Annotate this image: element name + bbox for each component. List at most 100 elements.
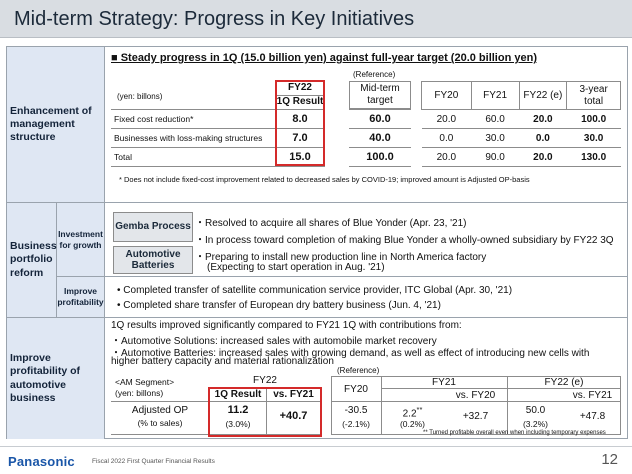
cell-value: 100.0 bbox=[566, 109, 621, 129]
auto-line: ・Preparing to install new production lin… bbox=[195, 252, 487, 263]
cell-value: 20.0 bbox=[421, 109, 472, 129]
footnote: ** Turned profitable overall even when i… bbox=[423, 430, 606, 436]
gemba-line: ・Resolved to acquire all shares of Blue … bbox=[195, 218, 467, 229]
target-value: 40.0 bbox=[349, 128, 411, 148]
cell-value: 130.0 bbox=[566, 147, 621, 167]
table-row: Fixed cost reduction* 8.0 bbox=[111, 109, 325, 129]
table-header-row: FY20 FY21 FY22 (e) 3-year total bbox=[421, 81, 621, 110]
table-row: 40.0 bbox=[349, 128, 411, 148]
auto-summary-line: ・Automotive Batteries: increased sales w… bbox=[111, 348, 590, 359]
fy22e-header: FY22 (e) bbox=[544, 377, 584, 388]
col-header: FY22 (e) bbox=[518, 81, 568, 110]
vs-fy20-header: vs. FY20 bbox=[455, 390, 496, 401]
col-header: FY21 bbox=[470, 81, 520, 110]
cell-value: 0.0 bbox=[421, 128, 472, 148]
sub-label-growth: Investment for growth bbox=[57, 203, 105, 276]
auto-summary-line: 1Q results improved significantly compar… bbox=[111, 320, 462, 331]
cell-value: 90.0 bbox=[471, 147, 519, 167]
divider bbox=[507, 376, 508, 435]
result-header: 1Q Result bbox=[214, 389, 262, 400]
cell-value: 0.0 bbox=[519, 128, 567, 148]
fy21-value: 2.2** bbox=[381, 405, 444, 419]
section-label-enhancement: Enhancement of management structure bbox=[7, 47, 105, 202]
col-header: FY20 bbox=[421, 81, 472, 110]
table-row: 60.0 bbox=[349, 109, 411, 129]
midterm-header: Mid-term target bbox=[349, 81, 411, 109]
cell-value: 30.0 bbox=[471, 128, 519, 148]
row-label: Adjusted OP bbox=[131, 405, 189, 416]
result-header: 1Q Result bbox=[276, 95, 324, 107]
highlight-box bbox=[208, 387, 322, 437]
midterm-table: 60.0 40.0 100.0 bbox=[349, 109, 411, 167]
result-value: 8.0 bbox=[275, 109, 325, 129]
footnote: * Does not include fixed-cost improvemen… bbox=[119, 175, 530, 184]
result-pct: (3.0%) bbox=[225, 419, 251, 429]
segment-label: <AM Segment> bbox=[115, 377, 175, 387]
fy21-header: FY21 bbox=[432, 377, 456, 388]
fy21-pct: (0.2%) bbox=[399, 419, 426, 429]
vs-fy21-header: vs. FY21 bbox=[572, 390, 613, 401]
auto-summary-line: higher battery capacity and material rat… bbox=[111, 356, 334, 367]
page-title: Mid-term Strategy: Progress in Key Initi… bbox=[14, 8, 415, 30]
sub-label-profitability: Improve profitability bbox=[57, 277, 105, 317]
table-row: 20.0 90.0 20.0 130.0 bbox=[421, 147, 621, 167]
cell-value: 20.0 bbox=[519, 109, 567, 129]
divider bbox=[381, 388, 621, 389]
fy22-header: FY22 bbox=[253, 375, 277, 386]
cell-value: 30.0 bbox=[566, 128, 621, 148]
divider bbox=[7, 202, 627, 203]
result-vs: +40.7 bbox=[279, 410, 308, 422]
am-row bbox=[111, 401, 321, 435]
result-value: 11.2 bbox=[227, 404, 249, 416]
table-row: Businesses with loss-making structures 7… bbox=[111, 128, 325, 148]
reference-label: (Reference) bbox=[353, 70, 396, 79]
divider bbox=[381, 376, 382, 435]
title-bar: Mid-term Strategy: Progress in Key Initi… bbox=[0, 0, 632, 38]
footer: Panasonic Fiscal 2022 First Quarter Fina… bbox=[0, 446, 632, 474]
result-value: 7.0 bbox=[275, 128, 325, 148]
divider bbox=[331, 401, 621, 402]
table-row: Total 15.0 bbox=[111, 147, 325, 167]
page-number: 12 bbox=[601, 451, 618, 468]
history-table: FY20 FY21 FY22 (e) 3-year total 20.0 60.… bbox=[421, 81, 621, 167]
table-row: 20.0 60.0 20.0 100.0 bbox=[421, 109, 621, 129]
fy20-header: FY20 bbox=[344, 384, 368, 395]
enhancement-headline: ■ Steady progress in 1Q (15.0 billion ye… bbox=[111, 52, 537, 64]
fy20-value: -30.5 bbox=[344, 405, 368, 416]
vs-fy21-header: vs. FY21 bbox=[273, 389, 314, 400]
target-value: 60.0 bbox=[349, 109, 411, 129]
cell-value: 20.0 bbox=[421, 147, 472, 167]
content-frame: Enhancement of management structure Busi… bbox=[6, 46, 628, 439]
cell-value: 20.0 bbox=[519, 147, 567, 167]
row-sublabel: (% to sales) bbox=[137, 418, 183, 428]
divider bbox=[266, 387, 267, 435]
gemba-line: ・In process toward completion of making … bbox=[195, 235, 614, 246]
table-row: 100.0 bbox=[349, 147, 411, 167]
reference-table bbox=[331, 376, 621, 435]
target-value: 100.0 bbox=[349, 147, 411, 167]
automotive-batteries-tag: Automotive Batteries bbox=[113, 246, 193, 274]
fy22e-value: 50.0 bbox=[525, 405, 546, 416]
gemba-process-tag: Gemba Process bbox=[113, 212, 193, 242]
section-label-portfolio: Business portfolio reform bbox=[7, 203, 57, 317]
cell-value: 60.0 bbox=[471, 109, 519, 129]
table-row: 0.0 30.0 0.0 30.0 bbox=[421, 128, 621, 148]
divider bbox=[7, 317, 627, 318]
panasonic-logo: Panasonic bbox=[8, 454, 75, 469]
row-label: Businesses with loss-making structures bbox=[111, 128, 275, 148]
fy22-header: FY22 bbox=[288, 82, 312, 93]
fy22e-pct: (3.2%) bbox=[522, 419, 549, 429]
fy21-number: 2.2 bbox=[402, 408, 417, 420]
row-label: Fixed cost reduction* bbox=[111, 109, 275, 129]
footer-note: Fiscal 2022 First Quarter Financial Resu… bbox=[92, 458, 215, 465]
profit-line: • Completed share transfer of European d… bbox=[117, 300, 441, 311]
profit-line: • Completed transfer of satellite commun… bbox=[117, 285, 513, 296]
col-header: 3-year total bbox=[566, 81, 621, 110]
auto-line: (Expecting to start operation in Aug. '2… bbox=[207, 262, 385, 273]
fy20-pct: (-2.1%) bbox=[342, 419, 370, 429]
reference-label: (Reference) bbox=[337, 366, 380, 375]
section-label-automotive: Improve profitability of automotive busi… bbox=[7, 318, 105, 439]
fy21-mark: ** bbox=[416, 405, 423, 414]
result-value: 15.0 bbox=[275, 147, 325, 167]
unit-label: (yen: billons) bbox=[115, 388, 164, 398]
